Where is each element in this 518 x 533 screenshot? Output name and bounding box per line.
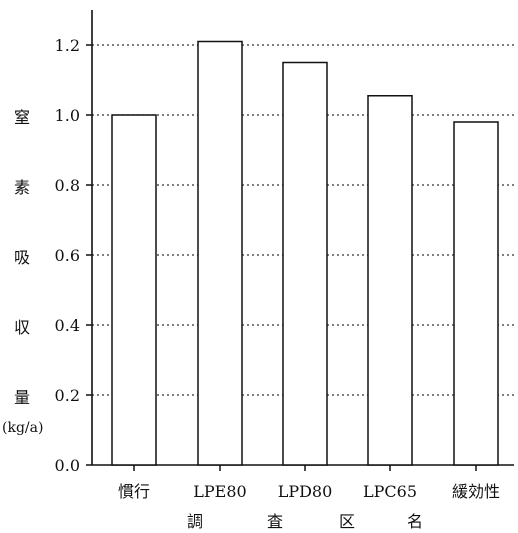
y-tick-label: 0.2	[55, 386, 80, 405]
x-category-label: 緩効性	[452, 482, 500, 501]
bar	[453, 121, 499, 466]
y-tick-label: 1.2	[55, 36, 80, 55]
y-axis-label-char: 窒	[13, 108, 30, 127]
y-tick-label: 0.4	[55, 316, 80, 335]
x-axis-label-char: 調	[186, 512, 203, 531]
y-tick-label: 0.6	[55, 246, 80, 265]
y-axis-unit: (kg/a)	[2, 420, 44, 436]
y-axis-label-char: 吸	[13, 248, 30, 267]
x-category-label: 慣行	[118, 482, 150, 501]
x-axis-label-char: 査	[266, 512, 283, 531]
y-axis-label-char: 素	[13, 178, 30, 197]
x-axis-label-char: 名	[406, 512, 423, 531]
y-axis-label-char: 量	[13, 388, 30, 407]
bar	[197, 40, 243, 466]
x-category-label: LPD80	[278, 482, 333, 501]
y-tick-label: 0.8	[55, 176, 80, 195]
x-axis-label-char: 区	[338, 512, 355, 531]
y-tick-label: 0.0	[55, 456, 80, 475]
bar	[367, 95, 413, 466]
bar	[282, 61, 328, 466]
bar	[111, 114, 157, 466]
x-category-label: LPE80	[193, 482, 246, 501]
x-category-label: LPC65	[363, 482, 417, 501]
y-axis-label-char: 収	[13, 318, 30, 337]
y-tick-label: 1.0	[55, 106, 80, 125]
